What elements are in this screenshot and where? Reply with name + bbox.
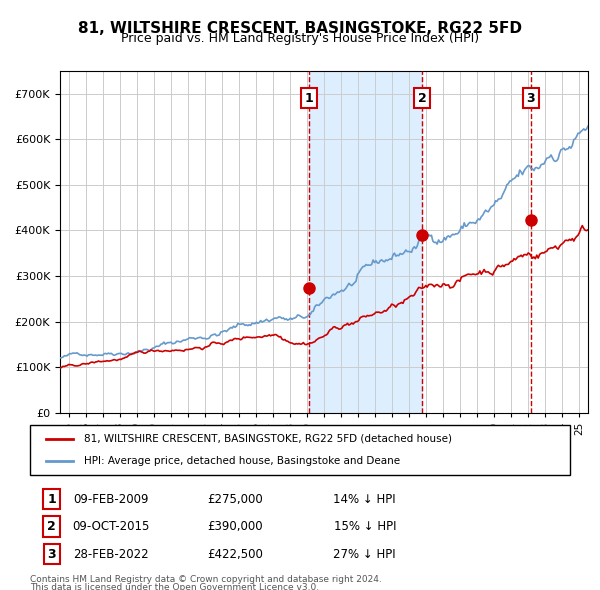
- Text: 15% ↓ HPI: 15% ↓ HPI: [334, 520, 396, 533]
- Text: 09-FEB-2009: 09-FEB-2009: [73, 493, 149, 506]
- Text: 2: 2: [418, 91, 427, 104]
- Text: 81, WILTSHIRE CRESCENT, BASINGSTOKE, RG22 5FD: 81, WILTSHIRE CRESCENT, BASINGSTOKE, RG2…: [78, 21, 522, 35]
- Text: 81, WILTSHIRE CRESCENT, BASINGSTOKE, RG22 5FD (detached house): 81, WILTSHIRE CRESCENT, BASINGSTOKE, RG2…: [84, 434, 452, 444]
- Text: 3: 3: [527, 91, 535, 104]
- Text: 1: 1: [304, 91, 313, 104]
- Bar: [308, 71, 422, 413]
- Text: 2: 2: [47, 520, 56, 533]
- Text: 3: 3: [47, 548, 56, 560]
- Text: £390,000: £390,000: [208, 520, 263, 533]
- Text: HPI: Average price, detached house, Basingstoke and Deane: HPI: Average price, detached house, Basi…: [84, 456, 400, 466]
- Text: 28-FEB-2022: 28-FEB-2022: [73, 548, 149, 560]
- Text: 14% ↓ HPI: 14% ↓ HPI: [334, 493, 396, 506]
- Text: 09-OCT-2015: 09-OCT-2015: [73, 520, 149, 533]
- Text: £275,000: £275,000: [208, 493, 263, 506]
- Text: 27% ↓ HPI: 27% ↓ HPI: [334, 548, 396, 560]
- FancyBboxPatch shape: [30, 425, 570, 475]
- Text: This data is licensed under the Open Government Licence v3.0.: This data is licensed under the Open Gov…: [30, 583, 319, 590]
- Text: Price paid vs. HM Land Registry's House Price Index (HPI): Price paid vs. HM Land Registry's House …: [121, 32, 479, 45]
- Text: 1: 1: [47, 493, 56, 506]
- Text: £422,500: £422,500: [207, 548, 263, 560]
- Text: Contains HM Land Registry data © Crown copyright and database right 2024.: Contains HM Land Registry data © Crown c…: [30, 575, 382, 584]
